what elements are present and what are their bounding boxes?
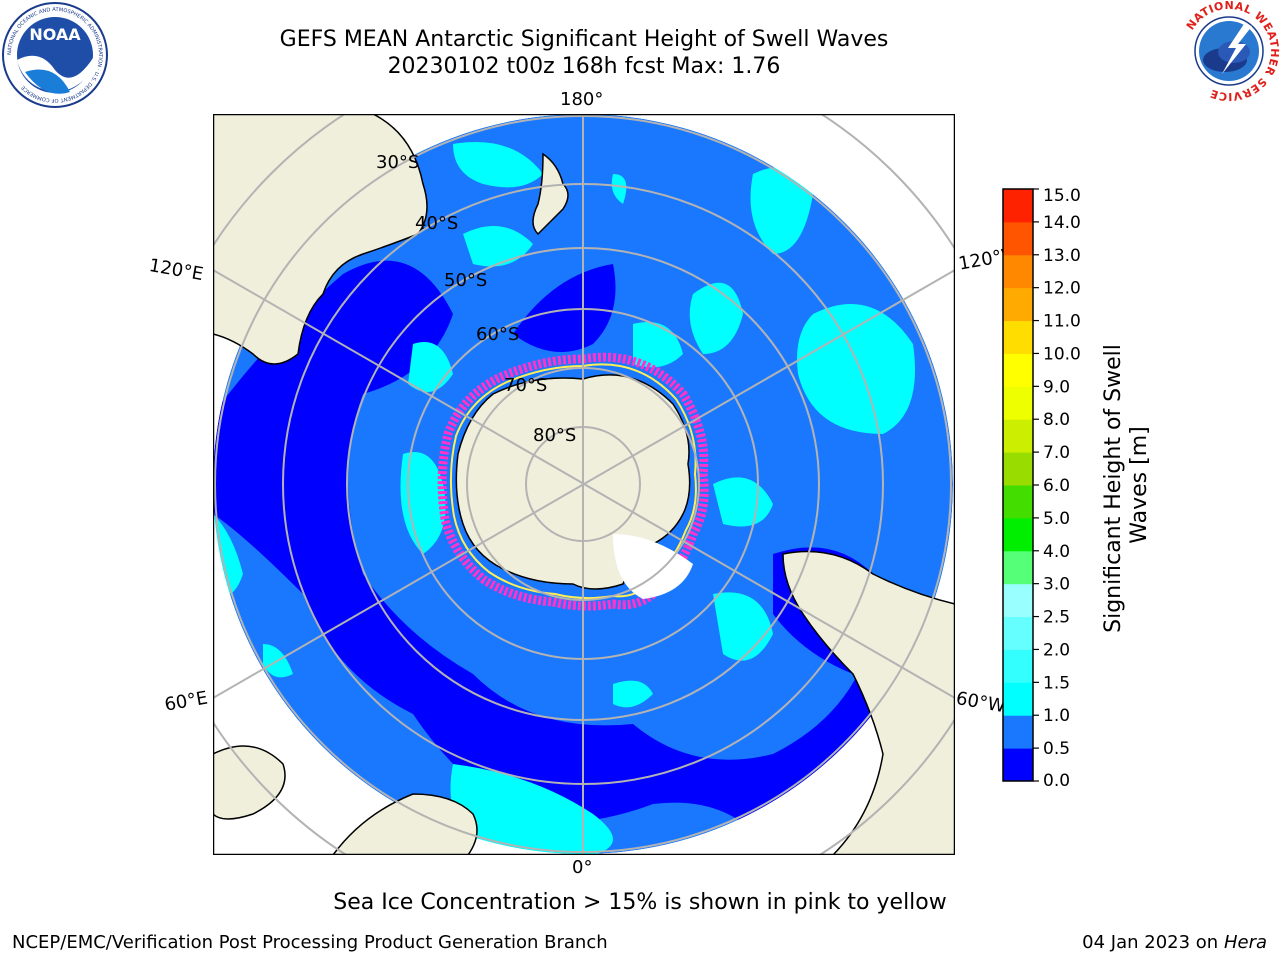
colorbar-segment: [1003, 616, 1033, 650]
colorbar-segment: [1003, 649, 1033, 683]
colorbar-tick-label: 8.0: [1043, 410, 1070, 430]
colorbar-segment: [1003, 287, 1033, 322]
colorbar-tick-label: 11.0: [1043, 312, 1081, 332]
colorbar: 0.0 0.5 1.0 1.5 2.0 2.5 3.0 4.0 5.0 6.0 7.0 8.0 9.0 1…: [1001, 186, 1091, 791]
colorbar-tick-label: 2.0: [1043, 640, 1070, 660]
nws-logo: NATIONAL WEATHER SERVICE: [1178, 0, 1280, 106]
meridian-label-120e: 120°E: [147, 255, 205, 286]
colorbar-tick-label: 3.0: [1043, 575, 1070, 595]
colorbar-segment: [1003, 485, 1033, 519]
date-text: 04 Jan 2023 on Hera: [1082, 932, 1267, 953]
meridian-label-0: 0°: [572, 857, 593, 878]
ice-note: Sea Ice Concentration > 15% is shown in …: [333, 890, 947, 915]
host-name: Hera: [1223, 932, 1267, 953]
colorbar-tick-label: 10.0: [1043, 344, 1081, 364]
colorbar-segment: [1003, 189, 1033, 223]
colorbar-tick-label: 7.0: [1043, 443, 1070, 463]
colorbar-tick-label: 5.0: [1043, 509, 1070, 529]
colorbar-segment: [1003, 583, 1033, 618]
colorbar-tick-label: 6.0: [1043, 476, 1070, 496]
lat-label-30s: 30°S: [376, 152, 420, 173]
credit-text: NCEP/EMC/Verification Post Processing Pr…: [12, 932, 608, 953]
colorbar-segment: [1003, 452, 1033, 486]
colorbar-tick-label: 4.0: [1043, 542, 1070, 562]
colorbar-segment: [1003, 419, 1033, 453]
colorbar-segment: [1003, 320, 1033, 354]
colorbar-tick-label: 12.0: [1043, 279, 1081, 299]
colorbar-segment: [1003, 715, 1033, 749]
colorbar-tick-label: 15.0: [1043, 187, 1081, 206]
lat-label-70s: 70°S: [504, 375, 548, 396]
lat-label-60s: 60°S: [476, 324, 520, 345]
lat-label-80s: 80°S: [533, 425, 577, 446]
colorbar-segment: [1003, 221, 1033, 256]
colorbar-segment: [1003, 517, 1033, 552]
graticule: [213, 114, 955, 855]
meridian-label-60e: 60°E: [163, 687, 210, 716]
colorbar-tick-label: 1.0: [1043, 706, 1070, 726]
colorbar-tick-label: 0.0: [1043, 771, 1070, 787]
lat-label-50s: 50°S: [444, 270, 488, 291]
colorbar-segment: [1003, 748, 1033, 782]
colorbar-segment: [1003, 254, 1033, 289]
polar-map: [212, 113, 956, 859]
colorbar-tick-label: 0.5: [1043, 739, 1070, 759]
colorbar-segment: [1003, 550, 1033, 585]
noaa-logo-text: NOAA: [29, 25, 81, 44]
antarctica: [437, 352, 709, 611]
date-value: 04 Jan 2023 on: [1082, 932, 1219, 953]
colorbar-tick-label: 13.0: [1043, 246, 1081, 266]
colorbar-segment: [1003, 386, 1033, 420]
colorbar-label-wrap: Significant Height of Swell Waves [m]: [1090, 190, 1160, 780]
colorbar-tick-label: 2.5: [1043, 608, 1070, 628]
colorbar-tick-label: 1.5: [1043, 673, 1070, 693]
colorbar-label: Significant Height of Swell Waves [m]: [1101, 337, 1152, 633]
chart-title: GEFS MEAN Antarctic Significant Height o…: [279, 27, 889, 52]
lat-label-40s: 40°S: [415, 213, 459, 234]
meridian-label-60w: 60°W: [954, 688, 1007, 718]
colorbar-tick-label: 14.0: [1043, 213, 1081, 233]
chart-subtitle: 20230102 t00z 168h fcst Max: 1.76: [387, 54, 781, 79]
colorbar-segment: [1003, 353, 1033, 387]
colorbar-tick-label: 9.0: [1043, 377, 1070, 397]
noaa-logo: NOAA NATIONAL OCEANIC AND ATMOSPHERIC AD…: [0, 0, 110, 114]
colorbar-segment: [1003, 682, 1033, 716]
meridian-label-180: 180°: [560, 89, 604, 110]
